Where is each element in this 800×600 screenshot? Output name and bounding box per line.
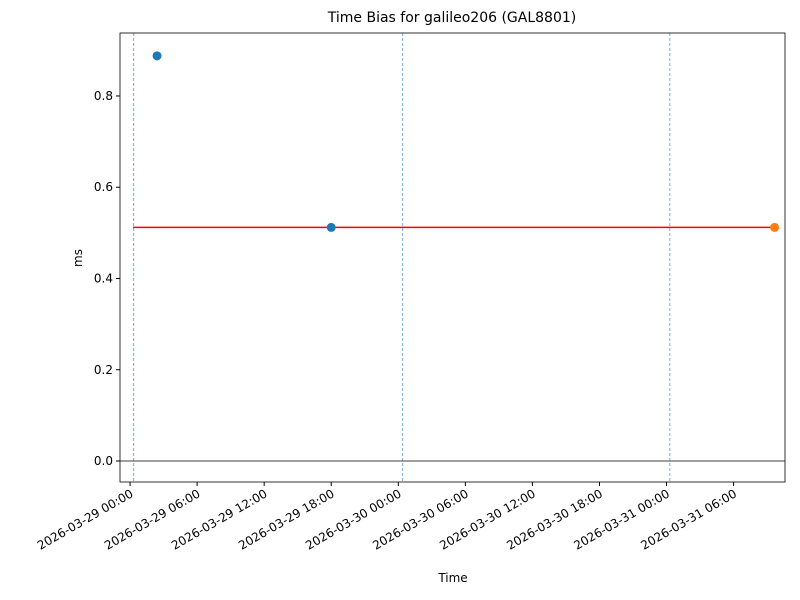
data-point — [770, 222, 780, 232]
y-tick-label: 0.0 — [94, 454, 113, 468]
y-tick-label: 0.8 — [94, 89, 113, 103]
y-axis-label: ms — [71, 249, 85, 267]
data-point — [152, 51, 162, 61]
plot-frame — [119, 32, 786, 483]
y-tick-label: 0.2 — [94, 363, 113, 377]
data-point — [326, 222, 336, 232]
y-tick-label: 0.6 — [94, 180, 113, 194]
x-axis-label: Time — [437, 571, 467, 585]
y-tick-label: 0.4 — [94, 271, 113, 285]
chart-title: Time Bias for galileo206 (GAL8801) — [327, 10, 577, 26]
